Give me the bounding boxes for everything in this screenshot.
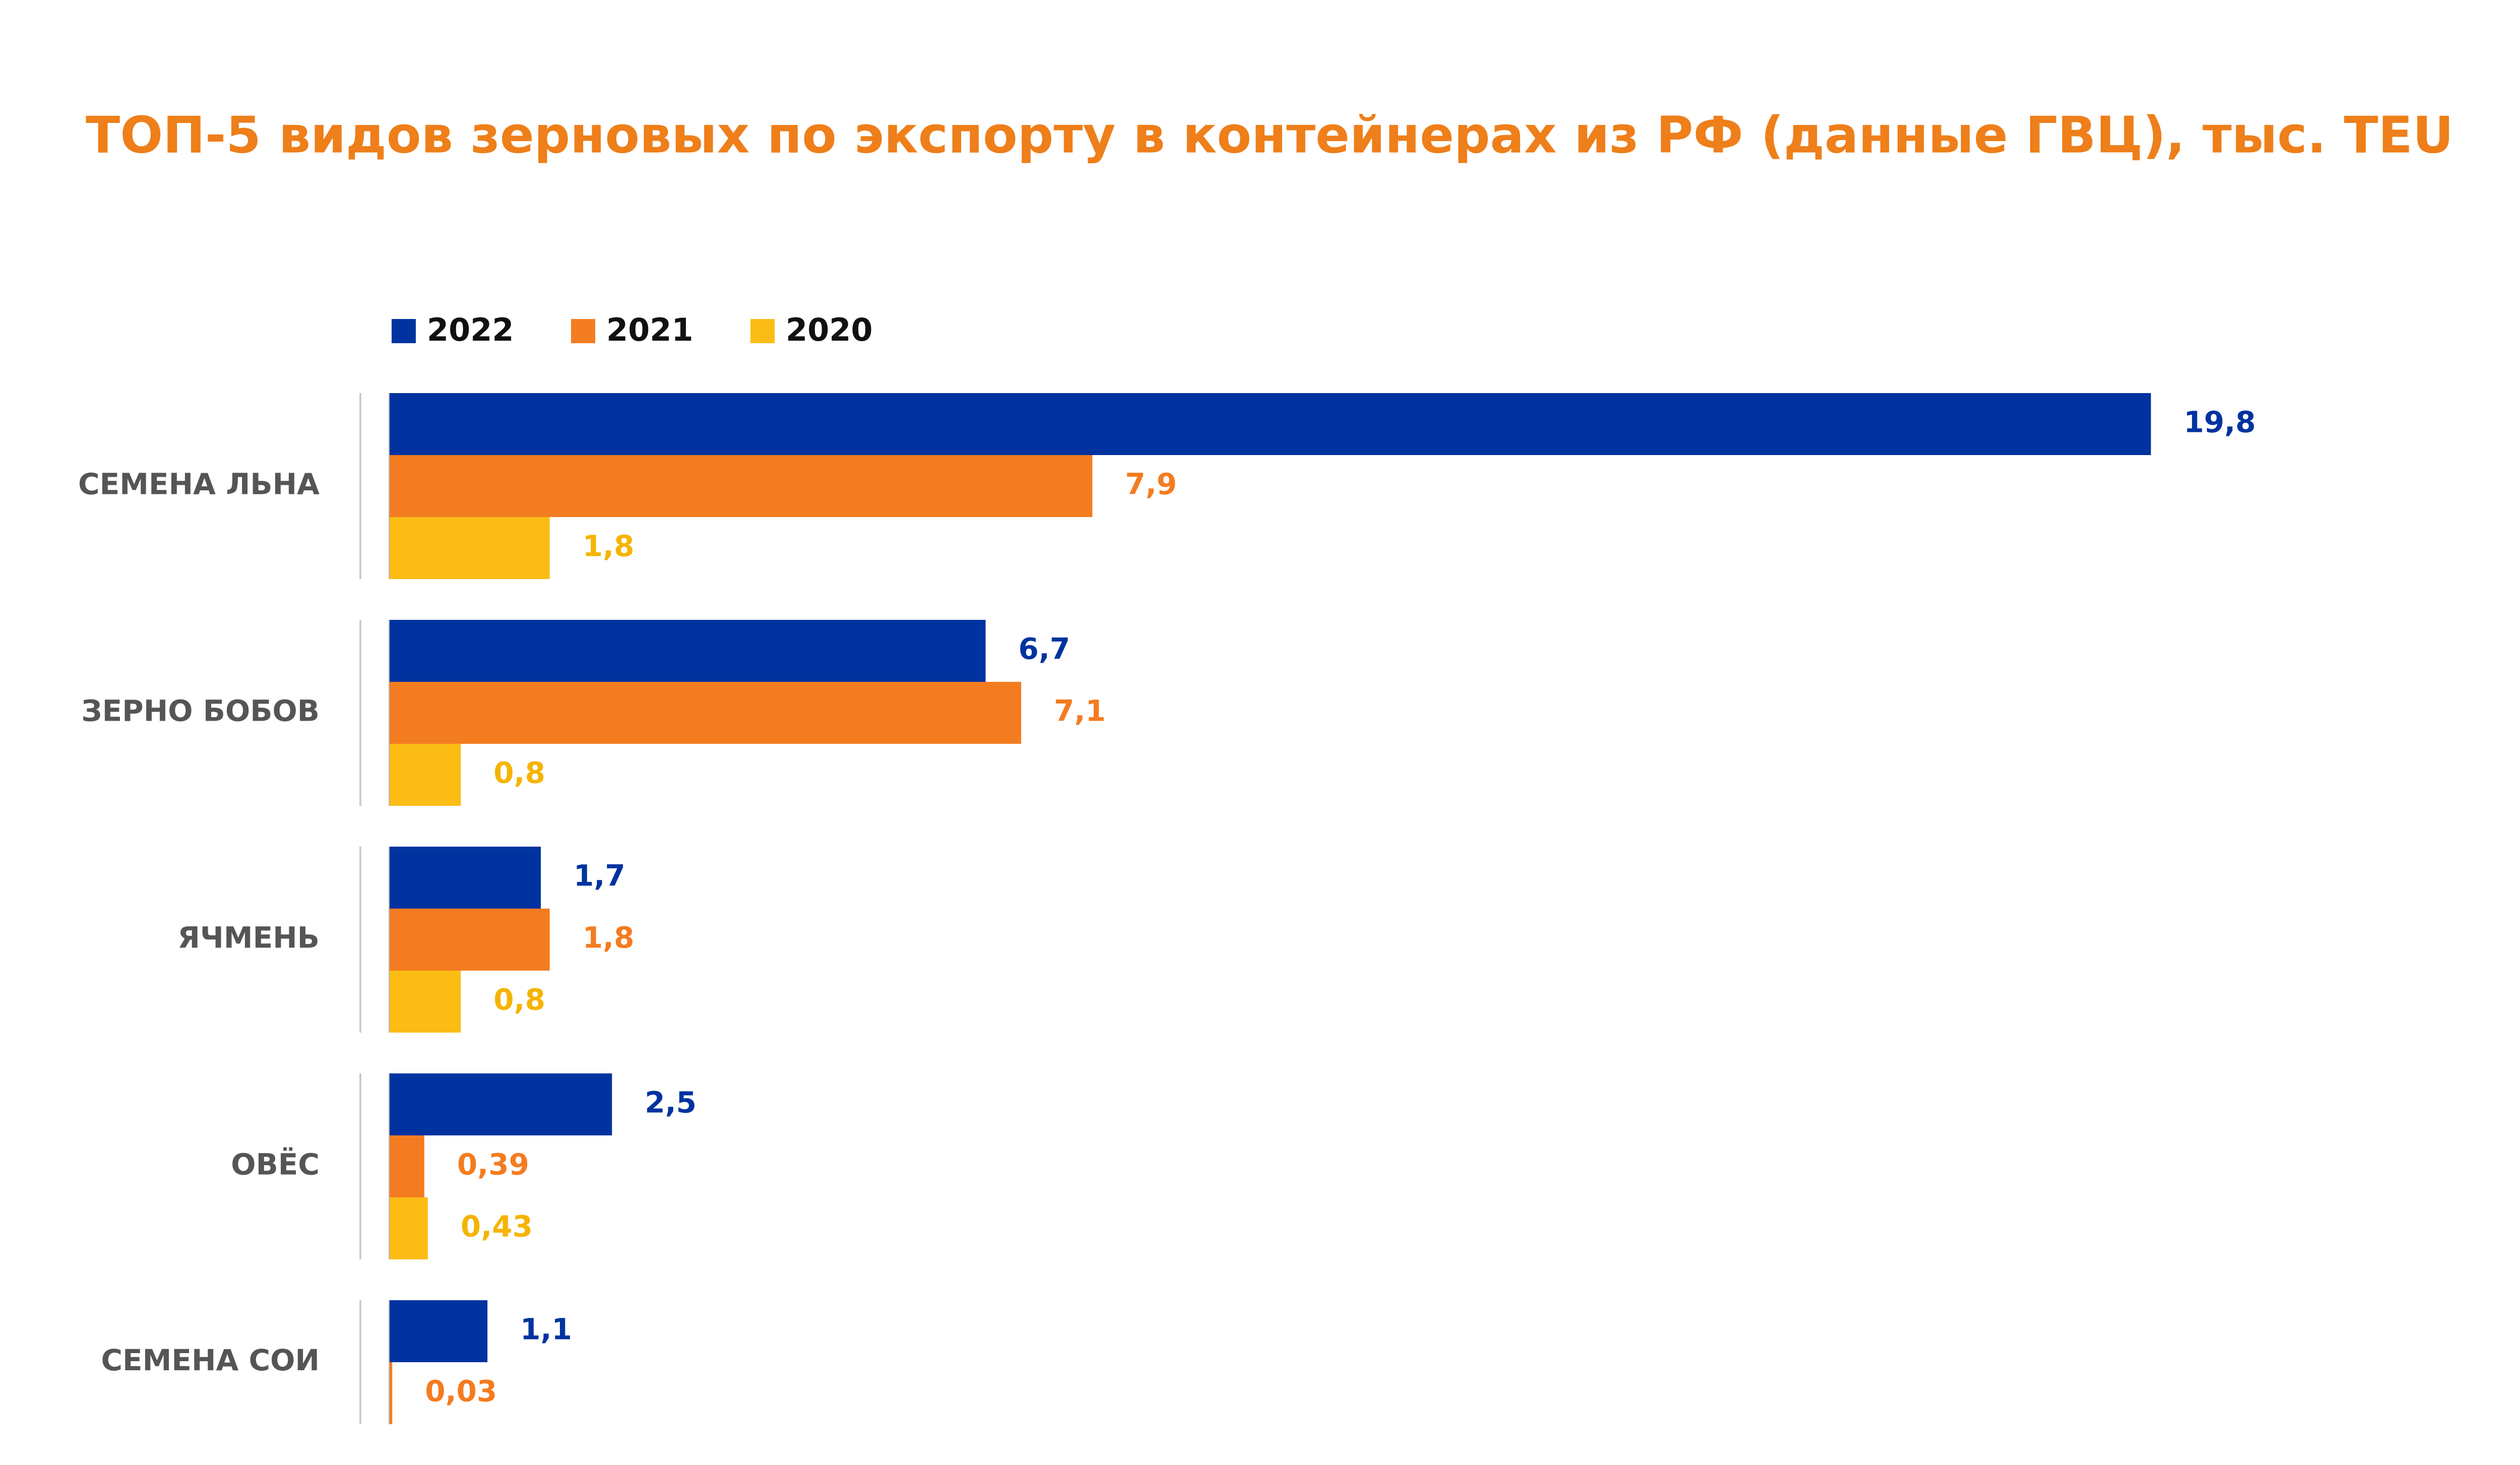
bar bbox=[390, 1362, 393, 1424]
bar bbox=[390, 620, 986, 682]
value-label: 7,9 bbox=[1125, 467, 1177, 501]
bar bbox=[390, 682, 1022, 744]
value-label: 19,8 bbox=[2184, 405, 2256, 439]
legend-swatch bbox=[392, 319, 416, 343]
bar bbox=[390, 1197, 428, 1259]
bar bbox=[390, 393, 2151, 455]
legend-swatch bbox=[571, 319, 595, 343]
bar bbox=[390, 1073, 612, 1135]
bar bbox=[390, 1300, 488, 1362]
legend-label: 2022 bbox=[427, 311, 514, 348]
category-label: ОВЁС bbox=[231, 1147, 320, 1182]
chart-title: ТОП-5 видов зерновых по экспорту в конте… bbox=[86, 105, 2453, 164]
legend-swatch bbox=[750, 319, 775, 343]
value-label: 1,7 bbox=[574, 859, 625, 893]
category-label: ЯЧМЕНЬ bbox=[177, 921, 320, 955]
value-label: 7,1 bbox=[1054, 694, 1106, 728]
value-label: 2,5 bbox=[645, 1086, 697, 1120]
legend-label: 2020 bbox=[786, 311, 873, 348]
value-label: 6,7 bbox=[1019, 632, 1070, 666]
bar bbox=[390, 847, 541, 909]
bar bbox=[390, 744, 461, 806]
bar bbox=[390, 1135, 424, 1197]
value-label: 0,8 bbox=[493, 983, 545, 1017]
category-label: СЕМЕНА ЛЬНА bbox=[78, 467, 320, 501]
value-label: 0,8 bbox=[493, 756, 545, 790]
value-label: 0,39 bbox=[457, 1148, 529, 1182]
bar bbox=[390, 455, 1093, 517]
value-label: 1,8 bbox=[583, 529, 635, 563]
value-label: 1,1 bbox=[520, 1312, 572, 1347]
value-label: 0,03 bbox=[425, 1374, 497, 1409]
category-label: СЕМЕНА СОИ bbox=[101, 1343, 320, 1377]
bar bbox=[390, 909, 550, 971]
value-label: 0,43 bbox=[461, 1209, 533, 1244]
bar bbox=[390, 971, 461, 1033]
category-label: ЗЕРНО БОБОВ bbox=[81, 694, 320, 728]
legend-label: 2021 bbox=[606, 311, 694, 348]
value-label: 1,8 bbox=[583, 921, 635, 955]
bar bbox=[390, 517, 550, 579]
